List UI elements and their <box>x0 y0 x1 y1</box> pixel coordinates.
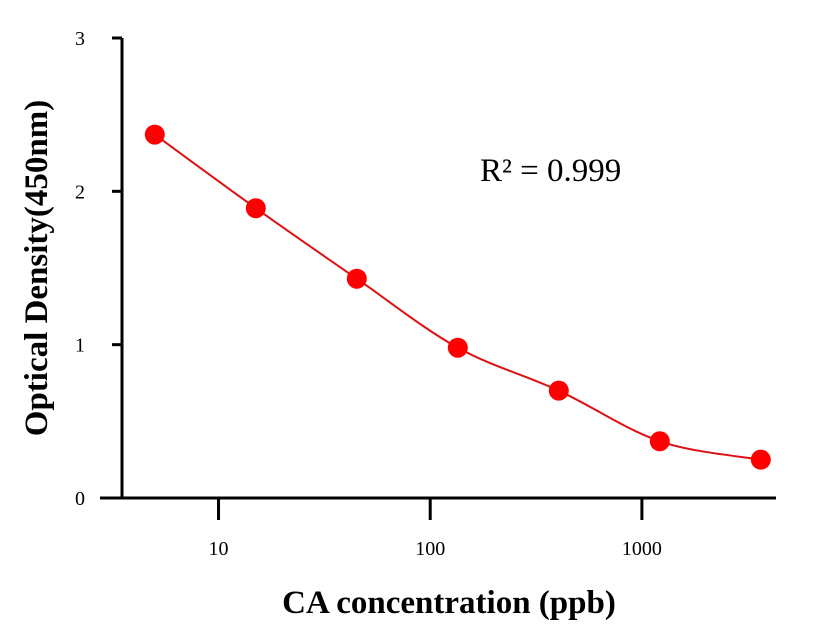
data-point <box>245 198 266 219</box>
y-tick-label: 0 <box>75 488 85 510</box>
data-point <box>447 337 468 358</box>
data-point <box>750 449 771 470</box>
y-tick-label: 1 <box>75 335 85 357</box>
x-tick-label: 100 <box>415 538 445 560</box>
y-axis-title: Optical Density(450nm) <box>19 100 55 436</box>
fit-curve <box>154 133 761 461</box>
data-point <box>548 380 569 401</box>
x-tick-label: 1000 <box>622 538 662 560</box>
data-point <box>649 431 670 452</box>
y-tick-label: 3 <box>75 28 85 50</box>
data-point <box>144 124 165 145</box>
x-axis-title: CA concentration (ppb) <box>282 585 616 621</box>
x-tick-label: 10 <box>209 538 229 560</box>
data-point <box>346 268 367 289</box>
annotation-r-squared: R² = 0.999 <box>480 153 621 189</box>
y-tick-label: 2 <box>75 181 85 203</box>
